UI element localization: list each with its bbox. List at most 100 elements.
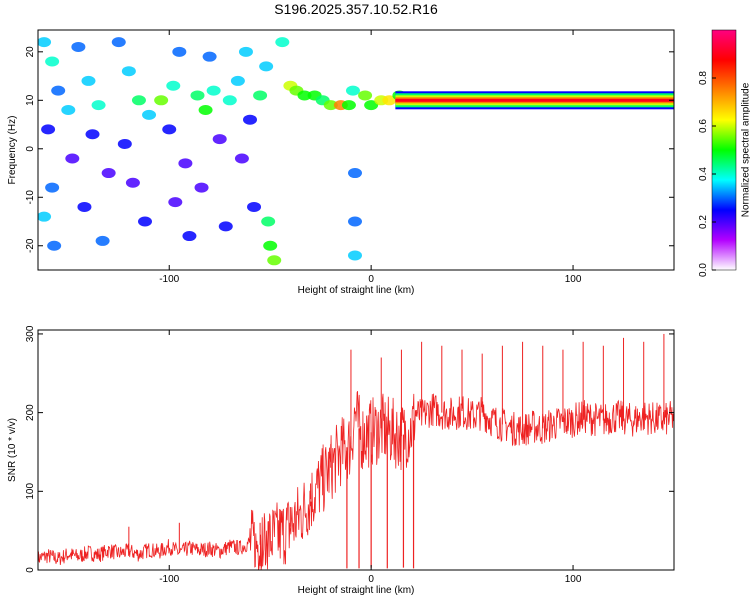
spectrogram-patch — [38, 37, 52, 48]
spectrogram-patch — [206, 85, 221, 96]
snr-xtick-label: 100 — [565, 574, 582, 585]
spectrogram-patch — [243, 114, 257, 125]
spectrogram-patch — [230, 75, 245, 86]
spectrogram-patch — [253, 90, 268, 101]
spectrogram-patch — [267, 255, 282, 266]
spectrogram-patch — [347, 250, 362, 261]
spectrogram-ytick-label: 10 — [25, 94, 36, 106]
spectrogram-patch — [261, 216, 276, 227]
spectrogram-patch — [202, 51, 217, 62]
spectrogram-patch — [182, 231, 197, 242]
colorbar-gradient — [711, 29, 737, 271]
spectrogram-ytick-label: -10 — [25, 190, 36, 205]
spectrogram-patch — [81, 75, 96, 86]
spectrogram-patch — [125, 177, 140, 188]
spectrogram-ytick-label: 0 — [25, 146, 36, 152]
spectrogram-patch — [61, 105, 76, 115]
spectrogram-patch — [212, 134, 227, 145]
spectrogram-patch — [154, 95, 169, 106]
spectrogram-ytick-label: 20 — [25, 46, 36, 58]
spectrogram-xtick-label: 0 — [368, 274, 374, 285]
colorbar-tick-label: 0.0 — [698, 263, 709, 277]
spectrogram-patch — [121, 66, 136, 77]
spectrogram-patch — [323, 100, 338, 111]
colorbar-tick-label: 0.8 — [698, 71, 709, 85]
spectrogram-patch — [131, 95, 146, 106]
spectrogram-patch — [138, 216, 153, 227]
snr-ytick-label: 300 — [25, 325, 36, 342]
colorbar-label: Normalized spectral amplitude — [740, 82, 750, 217]
spectrogram-patch — [117, 138, 132, 149]
snr-frame — [37, 329, 675, 571]
spectrogram-patch — [238, 46, 253, 57]
snr-xtick-label: 0 — [368, 574, 374, 585]
spectrogram-xtick-label: 100 — [565, 274, 582, 285]
spectrogram-patch — [218, 221, 233, 232]
spectrogram-patch — [111, 37, 126, 48]
colorbar-tick-label: 0.2 — [698, 215, 709, 229]
snr-ylabel: SNR (10 * v/v) — [7, 418, 18, 482]
snr-xtick-label: -100 — [159, 574, 179, 585]
spectrogram-patch — [190, 90, 205, 101]
spectrogram-patch — [358, 90, 373, 101]
spectrogram-patch — [65, 153, 80, 164]
spectrogram-patch — [364, 100, 379, 111]
spectrogram-patch — [45, 56, 60, 67]
snr-panel: -100 0 100 0 100 200 300 Height of straight li… — [7, 325, 675, 596]
spectrogram-patch — [77, 201, 92, 212]
spectrogram-patch — [51, 85, 66, 96]
spectrogram-patch — [91, 100, 106, 111]
spectrogram-patch — [38, 211, 52, 222]
spectrogram-patch — [341, 100, 356, 111]
spectrogram-patch — [345, 85, 360, 96]
spectrogram-patch — [45, 182, 60, 193]
spectrogram-patch — [263, 240, 278, 251]
spectrogram-patch — [95, 235, 110, 246]
spectrogram-patch — [172, 46, 187, 57]
spectrogram-patch — [198, 105, 213, 115]
colorbar: 0.0 0.2 0.4 0.6 0.8 Normalized spectral ampl… — [698, 29, 750, 277]
colorbar-ticks: 0.0 0.2 0.4 0.6 0.8 — [698, 71, 716, 277]
spectrogram-patch — [47, 240, 62, 251]
spectrogram-patch — [297, 90, 312, 101]
spectrogram-band — [395, 98, 674, 102]
snr-marks — [38, 333, 674, 570]
colorbar-tick-label: 0.4 — [698, 167, 709, 181]
spectrogram-marks — [38, 37, 674, 266]
snr-ytick-label: 100 — [25, 483, 36, 500]
figure-title: S196.2025.357.10.52.R16 — [274, 1, 438, 17]
spectrogram-patch — [162, 124, 177, 135]
spectrogram-patch — [178, 158, 193, 169]
spectrogram-xlabel: Height of straight line (km) — [298, 285, 415, 296]
spectrogram-patch — [247, 201, 262, 212]
spectrogram-ytick-label: -20 — [25, 238, 36, 253]
spectrogram-patch — [71, 41, 86, 52]
spectrogram-patch — [347, 216, 362, 227]
spectrogram-patch — [101, 168, 116, 179]
spectrogram-patch — [194, 182, 209, 193]
snr-xlabel: Height of straight line (km) — [298, 585, 415, 596]
spectrogram-ylabel: Frequency (Hz) — [7, 116, 18, 185]
spectrogram-patch — [259, 61, 274, 72]
spectrogram-patch — [347, 168, 362, 179]
spectrogram-patch — [166, 80, 181, 91]
spectrogram-patch — [222, 95, 237, 106]
spectrogram-patch — [234, 153, 249, 164]
spectrogram-xtick-label: -100 — [159, 274, 179, 285]
spectrogram-patch — [382, 95, 397, 106]
spectrogram-patch — [142, 109, 157, 120]
snr-series-line — [38, 391, 674, 570]
colorbar-tick-label: 0.6 — [698, 119, 709, 133]
spectrogram-patch — [168, 197, 183, 208]
spectrogram-patch — [85, 129, 100, 140]
snr-ytick-label: 0 — [25, 567, 36, 573]
spectrogram-patch — [41, 124, 56, 135]
snr-ticks: -100 0 100 0 100 200 300 — [25, 325, 674, 585]
spectrogram-patch — [275, 37, 290, 48]
spectrogram-frame — [37, 29, 675, 271]
snr-ytick-label: 200 — [25, 404, 36, 421]
